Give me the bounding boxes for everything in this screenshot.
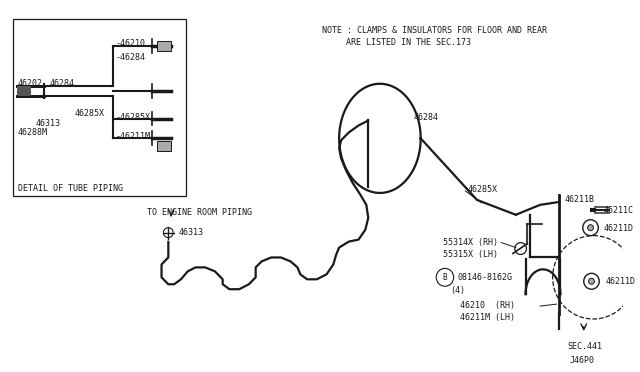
Circle shape (589, 278, 595, 284)
Text: 46211M (LH): 46211M (LH) (460, 313, 515, 322)
Text: NOTE : CLAMPS & INSULATORS FOR FLOOR AND REAR: NOTE : CLAMPS & INSULATORS FOR FLOOR AND… (322, 26, 547, 35)
Text: 46211D: 46211D (605, 277, 635, 286)
Text: 46210  (RH): 46210 (RH) (460, 301, 515, 310)
Text: (4): (4) (450, 286, 465, 295)
Text: 46285X: 46285X (74, 109, 104, 118)
Text: ARE LISTED IN THE SEC.173: ARE LISTED IN THE SEC.173 (346, 38, 471, 47)
Text: -46210: -46210 (116, 39, 146, 48)
Bar (157, 41, 172, 51)
Text: 08146-8162G: 08146-8162G (458, 273, 513, 282)
Text: B: B (443, 273, 447, 282)
Text: DETAIL OF TUBE PIPING: DETAIL OF TUBE PIPING (18, 184, 123, 193)
Text: 46313: 46313 (35, 119, 60, 128)
Text: 46285X: 46285X (467, 185, 497, 194)
Text: SEC.441: SEC.441 (567, 342, 602, 351)
Text: 46211C: 46211C (603, 206, 633, 215)
Bar (17, 86, 31, 96)
Text: TO ENGINE ROOM PIPING: TO ENGINE ROOM PIPING (147, 208, 252, 217)
Bar (157, 141, 172, 151)
Text: J46P0: J46P0 (569, 356, 594, 365)
Text: 46288M: 46288M (18, 128, 48, 137)
Text: 46284: 46284 (414, 113, 439, 122)
Text: 46211D: 46211D (603, 224, 633, 233)
Circle shape (588, 225, 593, 231)
Text: -46211M: -46211M (116, 132, 151, 141)
Text: 55315X (LH): 55315X (LH) (443, 250, 498, 259)
Text: -46285X: -46285X (116, 113, 151, 122)
Text: 46284: 46284 (50, 79, 75, 88)
Bar (13, 19, 186, 196)
Text: 55314X (RH): 55314X (RH) (443, 238, 498, 247)
Text: 46313: 46313 (179, 228, 204, 237)
Text: 46211B: 46211B (564, 195, 595, 204)
Text: 46202: 46202 (18, 79, 43, 88)
Text: -46284: -46284 (116, 53, 146, 62)
